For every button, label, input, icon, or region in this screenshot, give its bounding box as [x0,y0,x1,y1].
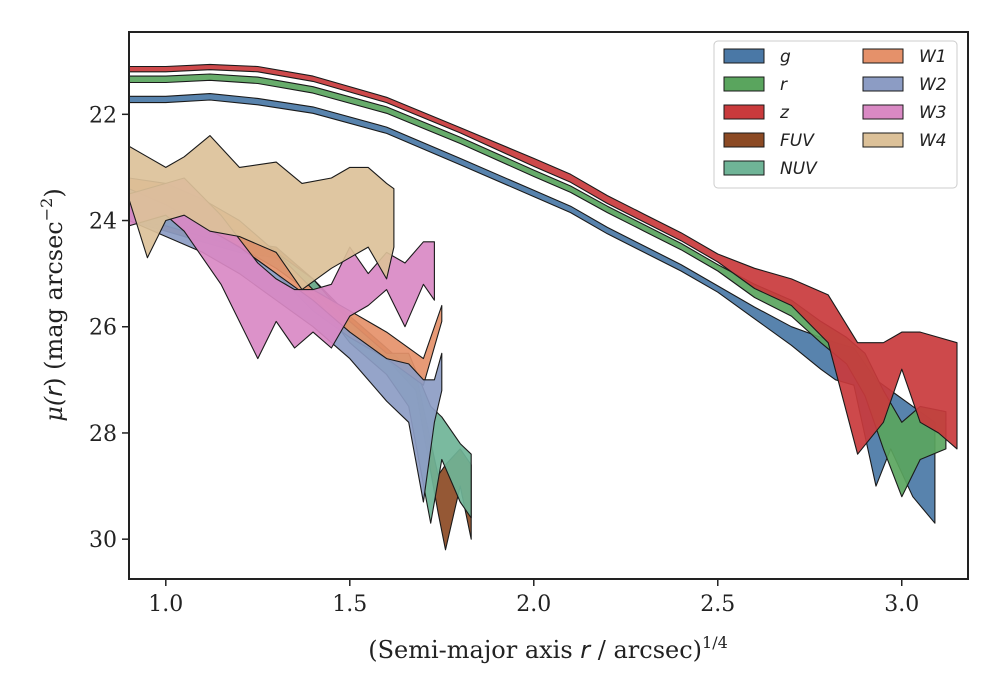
band-W4 [129,135,395,291]
legend-label-g: g [780,47,791,67]
legend-swatch-W1 [862,48,904,64]
x-axis-title: (Semi-major axis r / arcsec)1/4 [368,633,728,664]
legend-swatch-r [723,76,765,92]
y-tick-label: 30 [89,528,117,553]
x-tick-label: 1.0 [148,592,183,617]
y-tick-label: 26 [89,316,117,341]
legend-swatch-g [723,48,765,64]
band-g [129,93,936,524]
legend-label-r: r [780,75,788,95]
legend-label-W4: W4 [919,131,947,151]
y-axis: 22 24 26 28 30 [89,103,129,553]
legend-swatch-FUV [723,132,765,148]
legend-label-W3: W3 [919,103,947,123]
y-axis-title: μ(r) (mag arcsec−2) [37,188,68,421]
legend-swatch-W2 [862,76,904,92]
y-tick-label: 22 [89,103,117,128]
x-axis: 1.0 1.5 2.0 2.5 3.0 [148,579,919,617]
band-z [129,63,958,455]
legend-swatch-W3 [862,104,904,120]
y-tick-label: 24 [89,210,117,235]
x-tick-label: 3.0 [884,592,919,617]
x-tick-label: 2.0 [516,592,551,617]
legend-swatch-z [723,104,765,120]
x-tick-label: 2.5 [700,592,735,617]
legend-label-W2: W2 [919,75,947,95]
legend-label-NUV: NUV [780,159,818,179]
legend-label-FUV: FUV [780,131,815,151]
y-tick-label: 28 [89,422,117,447]
legend-label-W1: W1 [919,47,947,67]
plot-frame [128,31,969,580]
legend-swatch-W4 [862,132,904,148]
legend-label-z: z [779,103,790,123]
data-bands [129,63,958,551]
x-tick-label: 1.5 [332,592,367,617]
legend-swatch-NUV [723,160,765,176]
band-r [129,73,947,498]
legend: grz FUV NUV W1 W2 W3 W4 [713,40,958,189]
